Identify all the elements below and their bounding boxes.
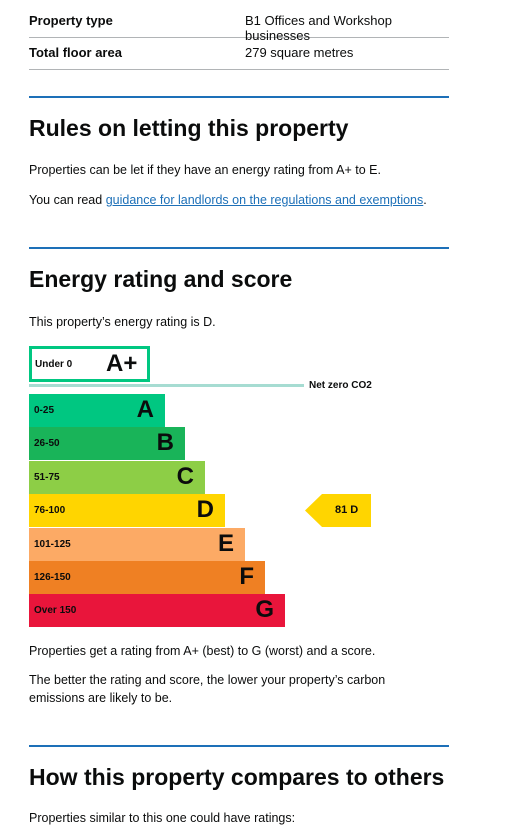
summary-value: 279 square metres xyxy=(245,45,354,60)
band-letter: C xyxy=(176,462,194,490)
band-letter: G xyxy=(255,596,274,624)
net-zero-label: Net zero CO2 xyxy=(309,380,372,391)
summary-key: Total floor area xyxy=(29,45,122,60)
band-e: 101-125 E xyxy=(29,527,245,561)
current-rating-label: 81 D xyxy=(335,504,359,516)
summary-value: B1 Offices and Workshop businesses xyxy=(245,13,392,43)
energy-heading: Energy rating and score xyxy=(29,266,293,292)
net-zero-line xyxy=(29,384,304,387)
band-c: 51-75 C xyxy=(29,460,205,494)
summary-row-floor-area: Total floor area 279 square metres xyxy=(29,38,449,70)
guidance-paragraph: You can read guidance for landlords on t… xyxy=(29,191,449,209)
band-range: 0-25 xyxy=(34,405,55,416)
band-range: 101-125 xyxy=(34,538,71,550)
summary-key: Property type xyxy=(29,13,113,28)
band-g: Over 150 G xyxy=(29,594,285,628)
energy-intro: This property’s energy rating is D. xyxy=(29,315,216,329)
rating-explanation: Properties get a rating from A+ (best) t… xyxy=(29,644,376,658)
rules-paragraph: Properties can be let if they have an en… xyxy=(29,163,381,177)
band-d: 76-100 D xyxy=(29,494,225,528)
carbon-explanation: The better the rating and score, the low… xyxy=(29,673,386,705)
band-b: 26-50 B xyxy=(29,427,185,461)
band-range: 51-75 xyxy=(34,471,60,483)
compare-heading: How this property compares to others xyxy=(29,764,445,790)
band-letter: E xyxy=(217,529,234,557)
section-divider xyxy=(29,96,449,98)
section-divider xyxy=(29,745,449,747)
current-rating-marker: 81 D xyxy=(305,494,371,527)
band-letter: A xyxy=(136,396,154,423)
summary-row-property-type: Property type B1 Offices and Workshop bu… xyxy=(29,6,449,43)
band-range: 76-100 xyxy=(34,505,66,517)
band-letter: F xyxy=(239,563,254,590)
band-a: 0-25 A xyxy=(29,394,165,427)
band-letter: B xyxy=(156,429,174,457)
band-letter: A+ xyxy=(106,350,138,377)
guidance-prefix: You can read xyxy=(29,193,106,207)
band-range: 126-150 xyxy=(34,572,71,583)
compare-intro: Properties similar to this one could hav… xyxy=(29,811,296,825)
band-range: 26-50 xyxy=(34,438,60,450)
band-f: 126-150 F xyxy=(29,561,265,594)
band-range: Over 150 xyxy=(34,605,77,617)
guidance-link[interactable]: guidance for landlords on the regulation… xyxy=(105,193,424,207)
band-a-plus: Under 0 A+ xyxy=(29,346,150,382)
band-letter: D xyxy=(196,496,214,524)
guidance-suffix: . xyxy=(423,193,427,207)
band-range: Under 0 xyxy=(35,359,73,370)
section-divider xyxy=(29,247,449,249)
arrow-marker-icon xyxy=(305,494,371,527)
rules-heading: Rules on letting this property xyxy=(29,115,349,141)
energy-rating-chart: Under 0 A+ Net zero CO2 0-25 A 26-50 B 51-75… xyxy=(29,346,459,636)
